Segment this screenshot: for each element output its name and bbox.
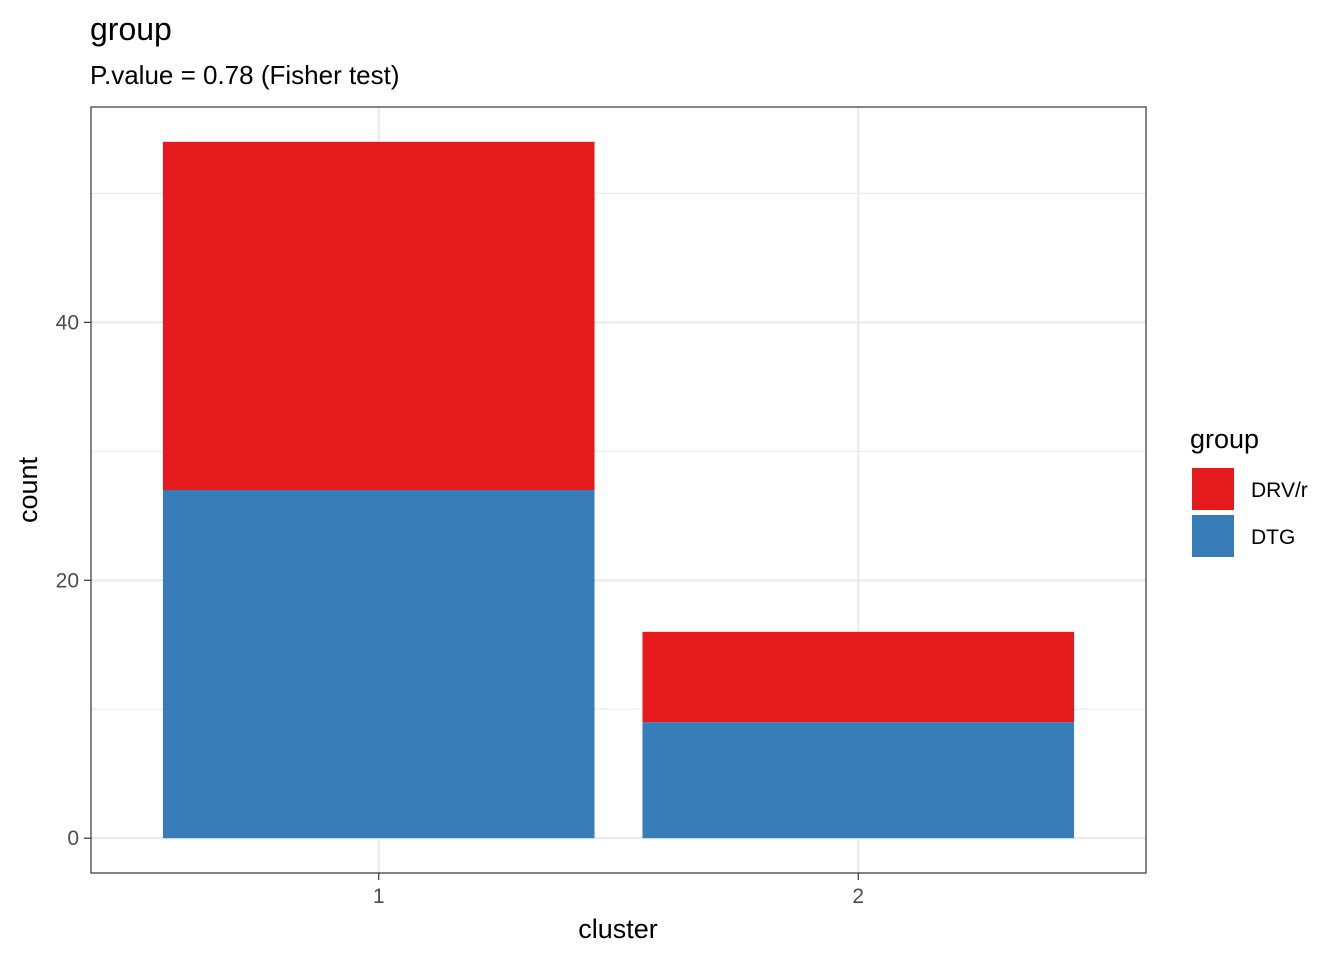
chart-subtitle: P.value = 0.78 (Fisher test) (90, 60, 400, 90)
bar-drv-r-cluster-1 (162, 141, 595, 490)
bar-drv-r-cluster-2 (642, 631, 1075, 723)
y-tick-label: 0 (67, 827, 79, 850)
x-tick-label: 1 (373, 885, 385, 908)
chart-title: group (90, 11, 172, 47)
bars (162, 141, 1075, 839)
y-axis: 0 20 40 (56, 311, 91, 850)
x-tick-label: 2 (852, 885, 864, 908)
y-tick-label: 40 (56, 311, 79, 334)
y-tick-label: 20 (56, 569, 79, 592)
legend-label: DRV/r (1251, 479, 1308, 502)
legend-swatch (1192, 515, 1234, 557)
legend-title: group (1190, 424, 1259, 454)
plot-panel-border (90, 106, 1147, 874)
x-axis-title: cluster (578, 914, 658, 944)
legend-swatch (1192, 468, 1234, 510)
bar-dtg-cluster-1 (162, 490, 595, 839)
legend: group DRV/r DTG (1190, 424, 1308, 557)
bar-dtg-cluster-2 (642, 722, 1075, 839)
y-axis-title: count (13, 456, 43, 523)
legend-label: DTG (1251, 526, 1295, 549)
